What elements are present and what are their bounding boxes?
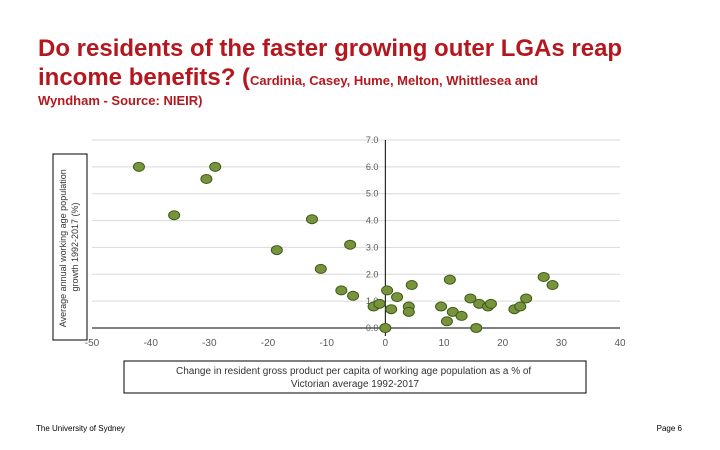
y-tick-label: 3.0	[366, 242, 379, 252]
data-point	[440, 316, 453, 327]
data-point	[443, 274, 456, 285]
data-point	[306, 214, 318, 225]
x-tick-label: -50	[85, 338, 100, 349]
data-point	[537, 271, 550, 282]
data-point	[470, 323, 483, 333]
data-point	[168, 210, 181, 221]
data-point	[455, 310, 468, 321]
data-point	[514, 301, 527, 312]
data-point	[381, 285, 394, 296]
footer-institution: The University of Sydney	[36, 424, 125, 433]
y-tick-label: 6.0	[366, 162, 379, 172]
y-axis-label: Average annual working age population gr…	[58, 167, 80, 327]
y-tick-label: 7.0	[366, 135, 379, 145]
slide-title: Do residents of the faster growing outer…	[38, 34, 708, 109]
data-point	[132, 161, 145, 172]
footer-page-number: Page 6	[656, 424, 682, 433]
data-point	[373, 298, 386, 309]
data-point	[379, 323, 392, 333]
y-tick-label: 4.0	[366, 216, 379, 226]
x-tick-label: 20	[497, 338, 509, 349]
x-tick-label: -30	[202, 338, 217, 349]
x-tick-label: 30	[556, 338, 568, 349]
data-point	[200, 173, 213, 184]
title-main: Do residents of the faster growing outer…	[38, 35, 623, 91]
data-point	[464, 293, 477, 304]
data-point	[385, 304, 398, 315]
data-point	[344, 239, 357, 250]
x-tick-label: 0	[383, 338, 389, 349]
title-details: Cardinia, Casey, Hume, Melton, Whittlese…	[250, 73, 539, 88]
data-point	[520, 293, 533, 304]
x-axis-label: Change in resident gross product per cap…	[176, 366, 534, 390]
data-point	[347, 290, 360, 301]
x-tick-label: 40	[614, 338, 626, 349]
x-tick-label: -10	[319, 338, 334, 349]
y-tick-label: 5.0	[366, 189, 379, 199]
x-tick-label: -40	[143, 338, 158, 349]
data-point	[484, 298, 497, 309]
y-tick-label: 1.0	[366, 296, 379, 306]
data-point	[405, 280, 418, 291]
data-point	[335, 285, 348, 296]
data-point	[402, 306, 415, 317]
data-point	[209, 161, 222, 172]
data-point	[270, 245, 283, 256]
title-line3: Wyndham - Source: NIEIR)	[38, 93, 203, 108]
data-point	[546, 280, 559, 291]
y-tick-label: 0.0	[366, 323, 379, 333]
data-point	[435, 301, 448, 312]
data-point	[314, 263, 327, 274]
x-tick-label: 10	[438, 338, 450, 349]
y-tick-label: 2.0	[366, 269, 379, 279]
data-point	[391, 292, 404, 303]
x-tick-label: -20	[261, 338, 276, 349]
